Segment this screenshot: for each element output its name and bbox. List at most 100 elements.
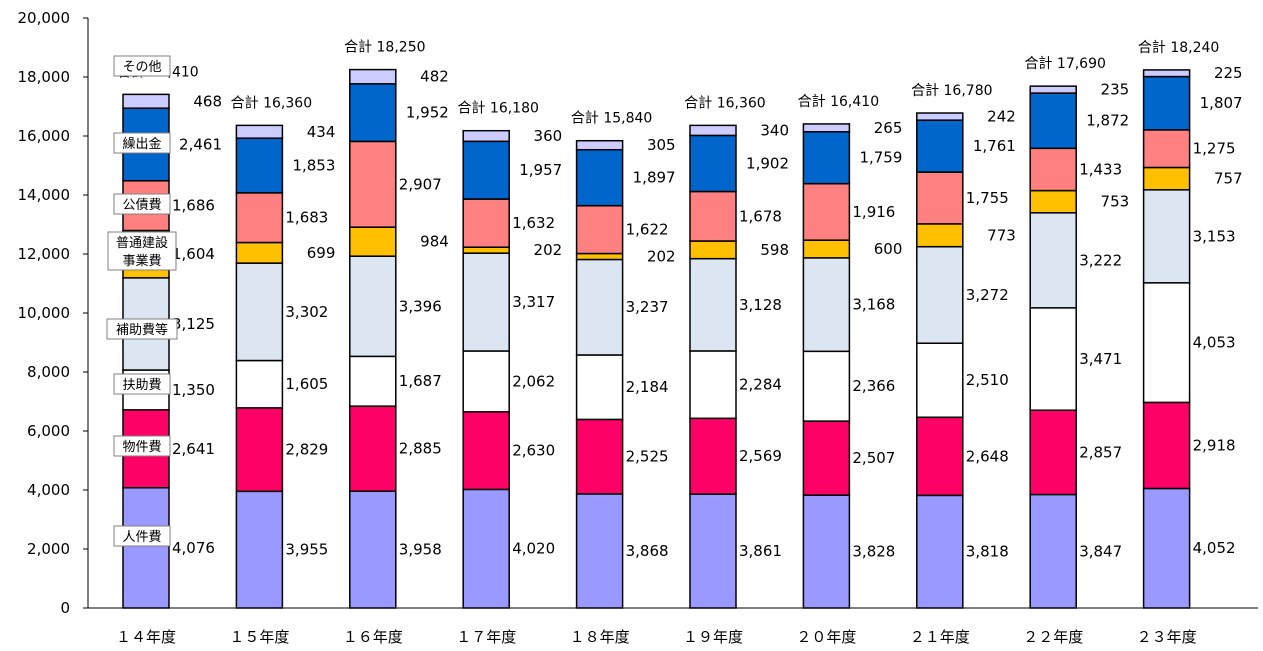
bar-segment [1142, 487, 1191, 609]
total-label: 合計 16,780 [911, 83, 992, 99]
bar-segment [462, 411, 510, 491]
bar-segment [689, 190, 737, 242]
data-label: 773 [987, 226, 1016, 244]
data-label: 2,184 [626, 378, 669, 396]
bar-segment [1142, 75, 1191, 131]
bar-segment [462, 252, 510, 352]
bar-segment [802, 123, 851, 133]
data-label: 2,569 [739, 447, 782, 465]
bar-segment [122, 487, 170, 609]
legend-box [113, 132, 171, 154]
data-label: 3,125 [172, 315, 215, 333]
data-label: 360 [534, 127, 563, 145]
data-label: 3,471 [1079, 350, 1122, 368]
bar-segment [1029, 147, 1077, 192]
data-label: 2,510 [966, 371, 1009, 389]
data-label: 1,761 [973, 137, 1016, 155]
data-label: 3,272 [966, 286, 1009, 304]
bar-segment [349, 490, 397, 609]
bar-segment [1142, 189, 1191, 284]
bar-segment [916, 416, 964, 497]
data-label: 225 [1214, 64, 1243, 82]
bar-segment [235, 241, 284, 264]
data-label: 1,678 [739, 207, 782, 225]
bar-segment [235, 407, 284, 493]
bar-segment [462, 246, 510, 254]
data-label: 1,686 [172, 197, 215, 215]
bar-segment [1142, 69, 1191, 78]
data-label: 2,918 [1193, 436, 1236, 454]
legend-box [107, 231, 177, 271]
legend-item: 物件費 [113, 435, 171, 457]
bar-segment [1029, 85, 1077, 94]
data-label: 600 [874, 240, 903, 258]
data-label: 2,907 [399, 175, 442, 193]
data-label: 265 [874, 119, 903, 137]
total-label: 合計 16,360 [231, 95, 312, 111]
data-label: 2,648 [966, 447, 1009, 465]
bar-segment [235, 137, 284, 194]
bar-segment [802, 131, 851, 185]
bar-segment [349, 355, 397, 407]
bar-segment [349, 68, 397, 85]
data-label: 3,302 [285, 303, 328, 321]
data-label: 3,396 [399, 297, 442, 315]
bar-segment [575, 204, 624, 255]
bars [122, 68, 1191, 609]
data-label: 1,275 [1193, 140, 1236, 158]
bar-segment [916, 245, 964, 344]
legend-box [113, 55, 171, 77]
x-tick-label: １５年度 [229, 628, 289, 646]
legend-box [113, 525, 171, 547]
data-label: 3,847 [1079, 542, 1122, 560]
bar-segment [916, 112, 964, 121]
data-label: 2,062 [512, 372, 555, 390]
bar-segment [1142, 166, 1191, 191]
bar-segment [802, 350, 851, 422]
legend-label: 事業費 [122, 253, 161, 269]
bar-segment [916, 223, 964, 248]
legend-label: 公債費 [122, 198, 161, 213]
data-label: 1,350 [172, 381, 215, 399]
x-tick-label: １６年度 [343, 628, 403, 646]
bar-segment [462, 488, 510, 609]
legend-item: 扶助費 [113, 373, 171, 395]
legend-item: 繰出金 [113, 132, 171, 154]
legend-label: 扶助費 [122, 378, 161, 393]
data-label: 699 [307, 244, 336, 262]
data-label: 753 [1101, 193, 1130, 211]
data-label: 3,168 [852, 296, 895, 314]
data-label: 1,605 [285, 375, 328, 393]
bar-segment [575, 493, 624, 609]
data-label: 202 [534, 241, 563, 259]
data-label: 1,759 [859, 149, 902, 167]
data-label: 1,433 [1079, 160, 1122, 178]
data-label: 3,861 [739, 542, 782, 560]
total-label: 合計 18,250 [344, 40, 425, 56]
x-tick-label: １９年度 [683, 628, 743, 646]
bar-segment [689, 124, 737, 137]
bar-segment [349, 255, 397, 358]
data-label: 757 [1214, 170, 1243, 188]
data-label: 1,755 [966, 189, 1009, 207]
bar-segment [1142, 129, 1191, 169]
total-label: 合計 18,240 [1138, 40, 1219, 56]
data-label: 1,622 [626, 221, 669, 239]
data-label: 3,128 [739, 296, 782, 314]
x-tick-label: ２３年度 [1137, 628, 1197, 646]
data-label: 2,857 [1079, 443, 1122, 461]
bar-segment [1029, 493, 1077, 609]
data-label: 3,955 [285, 541, 328, 559]
data-label: 4,020 [512, 540, 555, 558]
bar-segment [462, 350, 510, 413]
data-label: 2,507 [852, 449, 895, 467]
data-label: 2,366 [852, 377, 895, 395]
y-tick-label: 18,000 [18, 68, 71, 86]
data-label: 1,853 [292, 157, 335, 175]
bar-segment [689, 493, 737, 609]
bar-segment [916, 171, 964, 225]
bar-segment [802, 182, 851, 241]
data-label: 482 [420, 68, 449, 86]
data-label: 2,641 [172, 440, 215, 458]
